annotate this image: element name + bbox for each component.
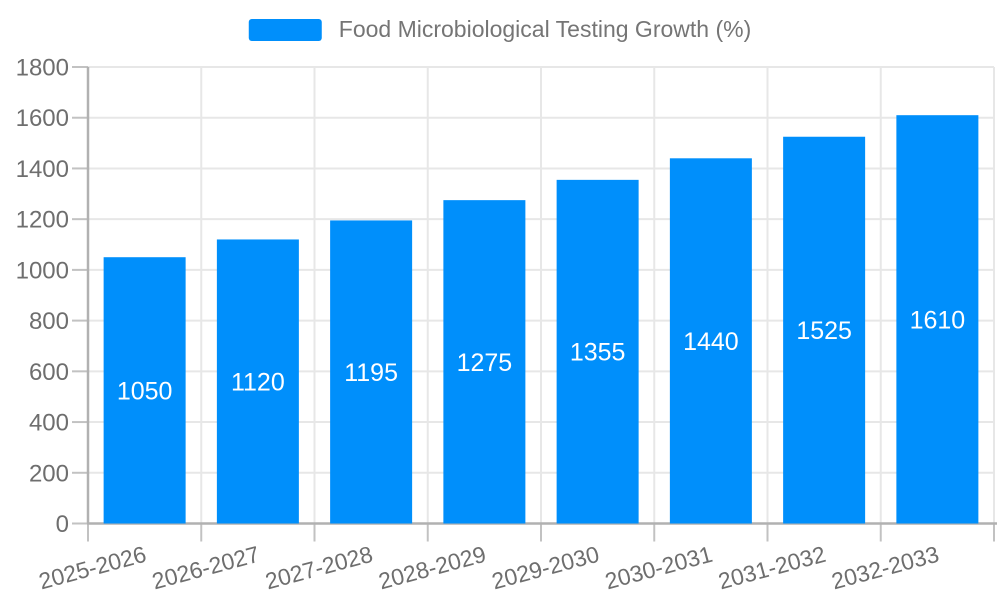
x-axis-label: 2027-2028 (262, 541, 375, 595)
legend[interactable]: Food Microbiological Testing Growth (%) (248, 16, 752, 43)
bar-value-label: 1440 (683, 328, 739, 356)
x-axis-label: 2032-2033 (829, 541, 942, 595)
bar-2028-2029[interactable] (443, 200, 526, 524)
bar-2030-2031[interactable] (669, 158, 752, 524)
bar-value-label: 1275 (457, 349, 513, 377)
x-axis-label: 2031-2032 (715, 541, 828, 595)
x-axis-label: 2029-2030 (489, 541, 602, 595)
bar-value-label: 1050 (117, 377, 173, 405)
x-axis-label: 2025-2026 (36, 541, 149, 595)
y-axis-label: 1800 (16, 55, 69, 82)
legend-label: Food Microbiological Testing Growth (%) (338, 16, 752, 42)
y-axis-label: 1400 (16, 156, 69, 183)
bar-value-label: 1525 (796, 317, 852, 345)
bar-value-label: 1355 (570, 339, 626, 367)
y-axis-label: 1600 (16, 105, 69, 132)
bar-value-label: 1120 (231, 368, 285, 396)
y-axis-label: 800 (29, 308, 69, 335)
y-axis-label: 0 (56, 511, 69, 538)
bar-2027-2028[interactable] (330, 220, 413, 524)
legend-marker-icon (248, 18, 322, 41)
bar-value-label: 1610 (910, 306, 966, 334)
bar-2031-2032[interactable] (783, 136, 866, 524)
bar-value-label: 1195 (344, 359, 398, 387)
x-axis-label: 2028-2029 (376, 541, 489, 595)
y-axis-label: 1000 (16, 257, 69, 284)
x-axis-label: 2026-2027 (149, 541, 262, 595)
y-axis-label: 200 (29, 460, 69, 487)
bar-2026-2027[interactable] (216, 239, 299, 524)
y-axis-label: 600 (29, 359, 69, 386)
bar-2025-2026[interactable] (103, 257, 186, 524)
y-axis-label: 400 (29, 410, 69, 437)
y-axis-label: 1200 (16, 207, 69, 234)
bar-2029-2030[interactable] (556, 179, 639, 524)
bar-2032-2033[interactable] (896, 115, 979, 524)
x-axis-label: 2030-2031 (602, 541, 715, 595)
